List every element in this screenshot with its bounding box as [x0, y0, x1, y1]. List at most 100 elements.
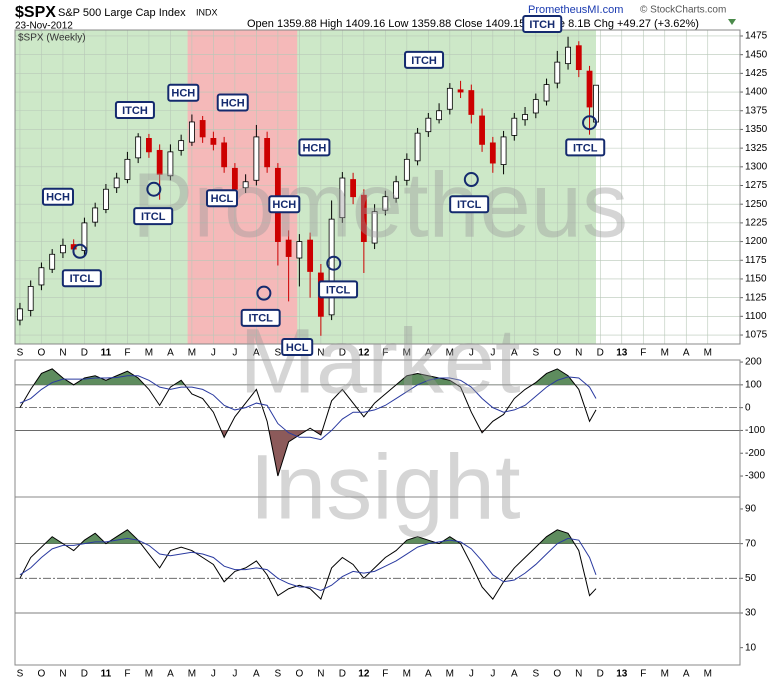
- candle-body: [156, 149, 163, 175]
- candle-body: [103, 188, 109, 210]
- candle-body: [221, 142, 228, 168]
- x-tick-label: N: [59, 348, 66, 359]
- candle-body: [307, 239, 314, 272]
- x-tick-label: A: [683, 669, 690, 680]
- quote: Open 1359.88 High 1409.16 Low 1359.88 Cl…: [247, 18, 699, 30]
- annotation-label: ITCL: [248, 313, 273, 325]
- annotation-layer: HCH ITCL ITCH ITCL HCH HCL HCH ITCL HCH HCL HCH ITC…: [41, 15, 606, 356]
- x-tick-label: 11: [101, 348, 112, 359]
- x-tick-label: O: [38, 669, 46, 680]
- x-tick-label: A: [425, 669, 432, 680]
- plot-area: S O N D 11 F M A M J J A S O N D 12 F M A M J J A S O N D 13 F M A M 1075…: [14, 29, 768, 680]
- site-link[interactable]: PrometheusMI.com: [528, 4, 623, 16]
- panel-background: [15, 497, 740, 665]
- y-tick-label: 1375: [745, 105, 768, 116]
- candle-body: [264, 138, 271, 168]
- marker-circle: [582, 115, 598, 131]
- candle-body: [479, 115, 485, 145]
- y-tick-label: 1450: [745, 49, 768, 60]
- x-tick-label: N: [317, 669, 324, 680]
- annotation-label: HCH: [302, 142, 326, 154]
- annotation-label: ITCL: [573, 142, 598, 154]
- annotation-label: ITCH: [122, 105, 148, 117]
- annotation-label: HCL: [286, 342, 309, 354]
- x-tick-label: M: [188, 669, 196, 680]
- annotation-box: [449, 195, 490, 214]
- candle-body: [253, 136, 260, 181]
- candle-body: [242, 181, 249, 189]
- x-tick-label: A: [511, 669, 518, 680]
- x-tick-label: M: [446, 348, 454, 359]
- candle-body: [489, 142, 496, 164]
- y-tick-label: 1150: [745, 274, 767, 285]
- x-tick-label: M: [446, 669, 454, 680]
- x-tick-label: F: [640, 348, 646, 359]
- y-tick-label: 70: [745, 538, 757, 549]
- y-tick-label: 100: [745, 379, 762, 390]
- annotation-box: [522, 15, 563, 34]
- x-tick-label: O: [295, 669, 303, 680]
- candle-body: [350, 179, 357, 198]
- x-tick-label: F: [124, 348, 130, 359]
- x-tick-label: M: [403, 348, 411, 359]
- candle-body: [81, 222, 88, 251]
- y-tick-label: 1425: [745, 68, 768, 79]
- x-tick-label: A: [511, 348, 518, 359]
- y-tick-label: -100: [745, 425, 765, 436]
- marker-circle: [326, 255, 342, 271]
- x-tick-label: 12: [358, 669, 370, 680]
- annotation-label: ITCL: [141, 211, 166, 223]
- x-tick-label: N: [575, 669, 582, 680]
- candle-body: [135, 136, 142, 159]
- y-tick-label: 10: [745, 642, 757, 653]
- triangle-icon: [728, 19, 736, 25]
- shaded-region: [15, 30, 596, 344]
- marker-circle: [72, 243, 88, 259]
- candle-body: [414, 132, 421, 162]
- candle-body: [199, 120, 206, 138]
- x-tick-label: D: [339, 348, 346, 359]
- x-tick-label: A: [425, 348, 432, 359]
- y-tick-label: 1350: [745, 124, 768, 135]
- candle-body: [178, 140, 185, 151]
- x-tick-label: F: [382, 348, 388, 359]
- indicator-line: [19, 537, 597, 591]
- candle-body: [593, 84, 599, 123]
- watermark: Prometheus Market Insight: [132, 154, 628, 538]
- annotation-label: ITCH: [529, 19, 555, 31]
- y-tick-label: 50: [745, 573, 757, 584]
- y-tick-label: 1125: [745, 292, 767, 303]
- candle-body: [425, 117, 432, 133]
- candle-body: [113, 177, 120, 189]
- watermark-text: Insight: [249, 436, 520, 538]
- annotation-label: ITCL: [70, 273, 95, 285]
- annotation-box: [565, 138, 606, 157]
- y-tick-label: 1400: [745, 87, 768, 98]
- x-tick-label: J: [211, 348, 216, 359]
- x-tick-label: F: [124, 669, 130, 680]
- y-tick-label: 0: [745, 402, 751, 413]
- indicator-line: [19, 368, 597, 477]
- candle-body: [17, 308, 23, 321]
- candle-body: [468, 90, 475, 115]
- candle-body: [543, 84, 550, 102]
- exchange: INDX: [196, 7, 218, 17]
- annotation-box: [167, 83, 200, 102]
- candle-body: [49, 253, 56, 270]
- candle-body: [27, 286, 34, 311]
- x-tick-label: D: [81, 348, 88, 359]
- candle-body: [124, 158, 131, 180]
- x-tick-label: M: [661, 669, 669, 680]
- x-tick-label: J: [490, 348, 495, 359]
- candle-body: [446, 87, 453, 110]
- x-tick-label: D: [597, 669, 604, 680]
- x-tick-label: N: [59, 669, 66, 680]
- candle-body: [457, 89, 464, 93]
- y-tick-label: -300: [745, 471, 765, 482]
- x-tick-label: M: [403, 669, 411, 680]
- date: 23-Nov-2012: [15, 21, 73, 32]
- candle-body: [371, 211, 378, 244]
- annotation-box: [61, 269, 102, 288]
- x-tick-label: D: [81, 669, 88, 680]
